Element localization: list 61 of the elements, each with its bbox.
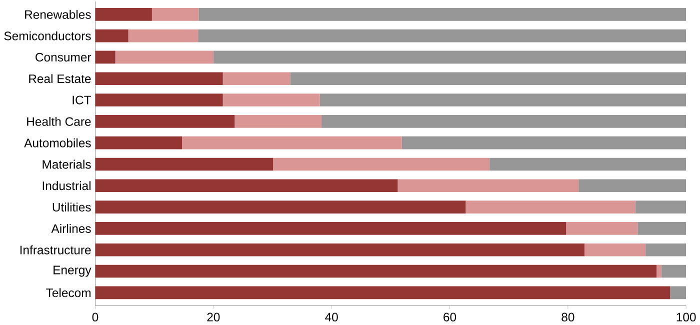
- y-tick-label: Real Estate: [29, 74, 91, 84]
- x-tick-label: 80: [562, 312, 574, 322]
- bar: [222, 72, 290, 85]
- bar: [234, 114, 322, 128]
- y-tick-label: Airlines: [51, 224, 91, 233]
- y-tick-label: Telecom: [46, 288, 91, 298]
- bar: [182, 136, 402, 150]
- bar: [670, 286, 686, 300]
- x-tick-label: 100: [676, 312, 696, 322]
- bar: [115, 50, 214, 64]
- bar: [638, 222, 686, 235]
- bar: [273, 158, 490, 171]
- bar: [95, 8, 152, 21]
- bar: [645, 243, 686, 256]
- y-tick-label: Infrastructure: [20, 245, 91, 254]
- bar: [95, 29, 128, 42]
- bar: [290, 72, 686, 85]
- bar: [128, 29, 198, 42]
- bar: [198, 8, 686, 21]
- bar: [322, 114, 686, 128]
- bar: [95, 264, 657, 278]
- bar: [213, 50, 686, 64]
- bar: [95, 243, 584, 256]
- bar: [95, 94, 223, 106]
- x-tick-label: 0: [92, 312, 98, 322]
- x-tick-label: 20: [207, 312, 220, 322]
- bar: [320, 94, 686, 106]
- bar: [95, 158, 274, 171]
- bar: [222, 94, 320, 106]
- y-tick-label: ICT: [72, 96, 92, 104]
- bar: [95, 72, 223, 85]
- bar: [95, 136, 182, 150]
- bar: [95, 179, 398, 192]
- y-tick-label: Utilities: [52, 202, 91, 212]
- x-tick-label: 60: [444, 312, 456, 322]
- y-tick-label: Renewables: [25, 10, 91, 19]
- y-tick-label: Consumer: [36, 52, 92, 62]
- bar: [661, 264, 686, 278]
- y-tick-label: Industrial: [42, 181, 90, 190]
- x-tick-label: 40: [325, 312, 338, 322]
- y-tick-label: Automobiles: [24, 138, 91, 148]
- bar: [584, 243, 646, 256]
- bar: [489, 158, 686, 171]
- bar: [95, 114, 235, 128]
- bar: [656, 264, 662, 278]
- bar: [566, 222, 638, 235]
- bar: [95, 222, 566, 235]
- bar: [198, 29, 686, 42]
- y-tick-label: Materials: [42, 160, 91, 169]
- bar: [635, 200, 686, 214]
- y-tick-label: Semiconductors: [4, 31, 91, 40]
- bar: [466, 200, 636, 214]
- bar: [152, 8, 199, 21]
- bar: [95, 286, 670, 300]
- bar: [95, 200, 466, 214]
- bar: [95, 50, 116, 64]
- bar: [398, 179, 579, 192]
- bar: [402, 136, 686, 150]
- bar: [578, 179, 686, 192]
- y-tick-label: Energy: [54, 266, 92, 277]
- y-tick-label: Health Care: [27, 116, 91, 126]
